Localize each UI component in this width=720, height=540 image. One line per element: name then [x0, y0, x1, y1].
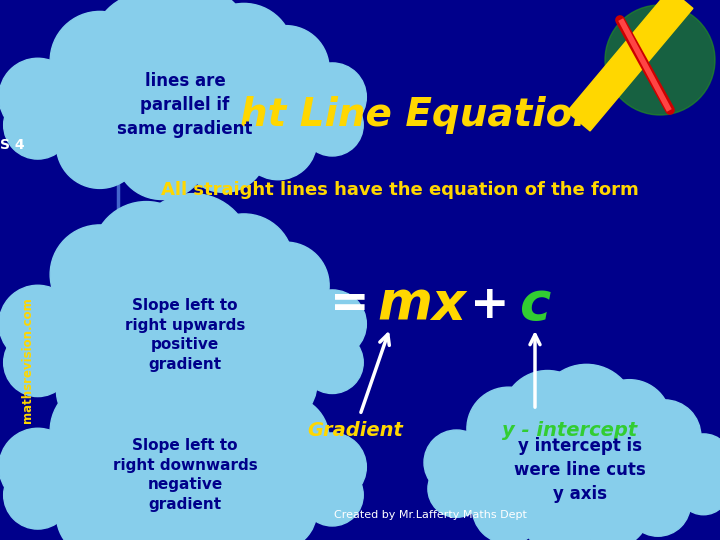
Bar	[567, 0, 693, 131]
Circle shape	[301, 94, 364, 156]
Circle shape	[115, 476, 208, 540]
Circle shape	[537, 364, 636, 463]
Circle shape	[239, 472, 317, 540]
Circle shape	[301, 464, 364, 526]
Circle shape	[472, 471, 545, 540]
Circle shape	[115, 106, 208, 199]
Text: Slope left to
right upwards
positive
gradient: Slope left to right upwards positive gra…	[125, 298, 246, 372]
Circle shape	[298, 433, 366, 501]
Text: c: c	[519, 279, 551, 331]
Circle shape	[180, 476, 267, 540]
Circle shape	[298, 63, 366, 131]
Circle shape	[180, 352, 267, 439]
Text: S 4: S 4	[0, 138, 24, 152]
Circle shape	[134, 194, 252, 312]
Circle shape	[4, 91, 72, 159]
Circle shape	[243, 242, 329, 329]
Circle shape	[588, 380, 671, 463]
Text: Gradient: Gradient	[307, 421, 403, 440]
Ellipse shape	[30, 49, 340, 161]
Circle shape	[50, 225, 149, 324]
Circle shape	[0, 428, 76, 506]
Circle shape	[502, 370, 593, 462]
Circle shape	[194, 214, 294, 313]
Circle shape	[180, 106, 267, 192]
Text: lines are
parallel if
same gradient: lines are parallel if same gradient	[117, 72, 253, 138]
Text: y - intercept: y - intercept	[503, 421, 638, 440]
Circle shape	[56, 102, 143, 188]
Text: +: +	[470, 282, 510, 327]
Circle shape	[626, 471, 690, 536]
Text: ht Line Equation: ht Line Equation	[240, 96, 600, 134]
Circle shape	[675, 434, 720, 491]
Circle shape	[115, 354, 208, 448]
Ellipse shape	[450, 417, 710, 523]
Ellipse shape	[30, 258, 340, 412]
Circle shape	[4, 328, 72, 396]
Circle shape	[194, 373, 294, 472]
Circle shape	[576, 475, 649, 540]
Circle shape	[0, 58, 76, 136]
Text: All straight lines have the equation of the form: All straight lines have the equation of …	[161, 181, 639, 199]
Circle shape	[628, 400, 701, 472]
Circle shape	[239, 346, 317, 423]
Text: Created by Mr.Lafferty Maths Dept: Created by Mr.Lafferty Maths Dept	[333, 510, 526, 520]
Circle shape	[56, 347, 143, 434]
Circle shape	[424, 430, 489, 495]
Circle shape	[298, 290, 366, 358]
Circle shape	[50, 381, 149, 481]
Ellipse shape	[30, 419, 340, 531]
Circle shape	[678, 463, 720, 515]
Circle shape	[521, 476, 600, 540]
Text: m: m	[377, 279, 433, 331]
Circle shape	[92, 0, 200, 102]
Circle shape	[301, 332, 364, 394]
Text: mathsrevision.com: mathsrevision.com	[22, 297, 35, 423]
Text: Slope left to
right downwards
negative
gradient: Slope left to right downwards negative g…	[112, 438, 257, 512]
Circle shape	[92, 363, 200, 471]
Circle shape	[605, 5, 715, 115]
Text: =: =	[330, 282, 370, 327]
Circle shape	[428, 460, 485, 517]
Circle shape	[56, 471, 143, 540]
Circle shape	[194, 3, 294, 103]
Circle shape	[92, 201, 200, 310]
Circle shape	[239, 102, 317, 180]
Circle shape	[134, 0, 252, 104]
Circle shape	[134, 356, 252, 474]
Text: y intercept is
were line cuts
y axis: y intercept is were line cuts y axis	[514, 437, 646, 503]
Circle shape	[467, 387, 550, 470]
Circle shape	[243, 396, 329, 482]
Circle shape	[0, 285, 76, 363]
Text: x: x	[431, 279, 465, 331]
Circle shape	[243, 25, 329, 112]
Circle shape	[50, 11, 149, 111]
Circle shape	[4, 461, 72, 529]
